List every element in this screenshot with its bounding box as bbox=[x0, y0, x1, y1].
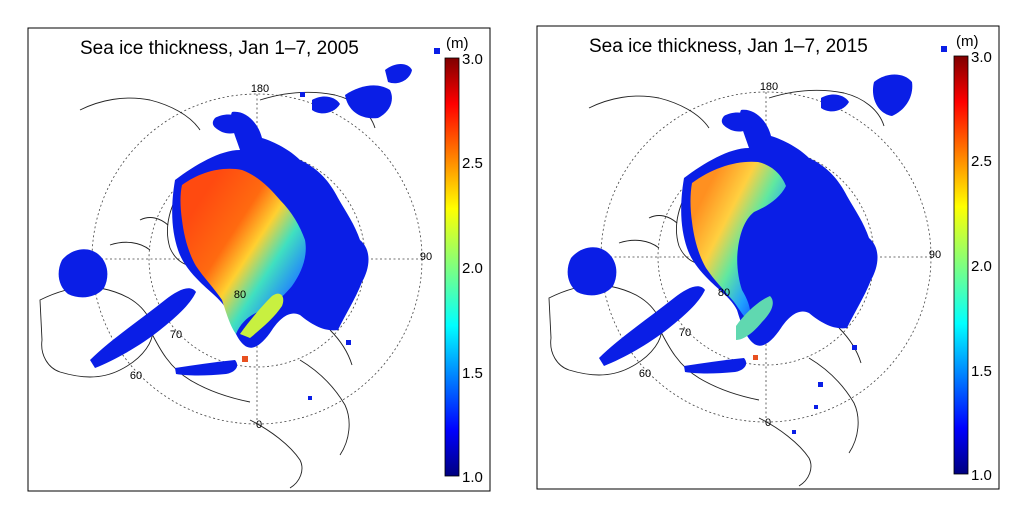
land-outlines bbox=[548, 89, 885, 487]
panel-2005: 180 90 0 80 70 60 Sea ice thickness, Jan… bbox=[27, 27, 491, 492]
colorbar-tick-1-5: 1.5 bbox=[462, 365, 483, 382]
colorbar-gradient bbox=[953, 55, 969, 475]
colorbar-tick-3-0: 3.0 bbox=[971, 49, 992, 66]
label-lon-180: 180 bbox=[251, 83, 269, 95]
colorbar-tick-1-0: 1.0 bbox=[971, 467, 992, 484]
colorbar: (m) 3.0 2.5 2.0 1.5 1.0 bbox=[444, 35, 483, 486]
label-lat-60: 60 bbox=[130, 370, 142, 382]
ice-thick-region bbox=[180, 168, 306, 338]
colorbar-tick-2-0: 2.0 bbox=[462, 260, 483, 277]
label-lon-90: 90 bbox=[929, 249, 941, 261]
colorbar-tick-3-0: 3.0 bbox=[462, 51, 483, 68]
ice-thick-region bbox=[690, 161, 786, 340]
label-lat-80: 80 bbox=[234, 289, 246, 301]
colorbar-tick-1-0: 1.0 bbox=[462, 469, 483, 486]
label-lat-80: 80 bbox=[718, 287, 730, 299]
label-lon-0: 0 bbox=[256, 419, 262, 431]
map-labels: 180 90 0 80 70 60 bbox=[639, 81, 941, 429]
colorbar-tick-2-0: 2.0 bbox=[971, 258, 992, 275]
label-lon-90: 90 bbox=[420, 251, 432, 263]
label-lon-180: 180 bbox=[760, 81, 778, 93]
map-title: Sea ice thickness, Jan 1–7, 2015 bbox=[589, 36, 868, 57]
label-lat-70: 70 bbox=[170, 329, 182, 341]
map-title: Sea ice thickness, Jan 1–7, 2005 bbox=[80, 38, 359, 59]
thick-ice-speck bbox=[242, 356, 248, 362]
thick-ice-speck bbox=[753, 355, 758, 360]
colorbar-tick-1-5: 1.5 bbox=[971, 363, 992, 380]
colorbar-tick-2-5: 2.5 bbox=[971, 153, 992, 170]
colorbar-unit: (m) bbox=[446, 35, 469, 52]
panel-2015: 180 90 0 80 70 60 Sea ice thickness, Jan… bbox=[536, 25, 1000, 490]
map-labels: 180 90 0 80 70 60 bbox=[130, 83, 432, 431]
label-lat-70: 70 bbox=[679, 327, 691, 339]
colorbar-unit: (m) bbox=[956, 33, 979, 50]
colorbar-tick-2-5: 2.5 bbox=[462, 155, 483, 172]
label-lat-60: 60 bbox=[639, 368, 651, 380]
colorbar: (m) 3.0 2.5 2.0 1.5 1.0 bbox=[953, 33, 992, 484]
colorbar-gradient bbox=[444, 57, 460, 477]
label-lon-0: 0 bbox=[765, 417, 771, 429]
